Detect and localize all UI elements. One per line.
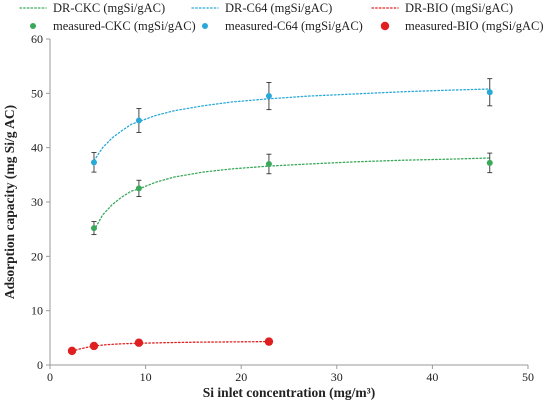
data-point-measured-c64 [135, 117, 142, 124]
x-tick-label: 30 [331, 370, 343, 384]
data-point-measured-ckc [486, 159, 493, 166]
y-tick-label: 50 [31, 86, 43, 100]
series-line-dr-c64 [93, 88, 491, 162]
legend-swatch-measured-ckc [30, 23, 36, 29]
x-tick-label: 40 [426, 370, 438, 384]
x-tick-label: 50 [522, 370, 534, 384]
data-point-measured-c64 [265, 93, 272, 100]
series-line-dr-bio [71, 340, 270, 353]
data-point-measured-bio [264, 337, 274, 346]
legend-swatch-measured-c64 [202, 23, 208, 29]
y-tick-label: 40 [31, 141, 43, 155]
legend-label-measured-c64: measured-C64 (mgSi/gAC) [225, 19, 363, 33]
data-point-measured-ckc [90, 225, 97, 232]
x-tick-label: 20 [235, 370, 247, 384]
legend-label-dr-c64: DR-C64 (mgSi/gAC) [225, 1, 332, 15]
y-tick-label: 0 [37, 358, 43, 372]
x-tick-label: 10 [140, 370, 152, 384]
data-point-measured-c64 [486, 89, 493, 96]
x-tick-label: 0 [47, 370, 53, 384]
y-tick-label: 60 [31, 32, 43, 46]
y-tick-label: 30 [31, 195, 43, 209]
legend-label-measured-ckc: measured-CKC (mgSi/gAC) [53, 19, 196, 33]
y-axis-title: Adsorption capacity (mg Si/g AC) [2, 105, 17, 299]
legend-label-dr-ckc: DR-CKC (mgSi/gAC) [53, 1, 165, 15]
data-point-measured-ckc [135, 185, 142, 192]
legend-label-dr-bio: DR-BIO (mgSi/gAC) [405, 1, 513, 15]
series-line-dr-ckc [93, 157, 491, 231]
data-point-measured-bio [67, 346, 77, 356]
data-point-measured-ckc [265, 160, 272, 167]
y-tick-label: 10 [31, 304, 43, 318]
data-point-measured-bio [134, 338, 144, 347]
data-point-measured-c64 [90, 159, 97, 166]
data-point-measured-bio [89, 341, 99, 351]
legend-swatch-measured-bio [380, 21, 390, 31]
legend-label-measured-bio: measured-BIO (mgSi/gAC) [405, 19, 544, 33]
y-tick-label: 20 [31, 249, 43, 263]
x-axis-title: Si inlet concentration (mg/m³) [203, 385, 375, 400]
